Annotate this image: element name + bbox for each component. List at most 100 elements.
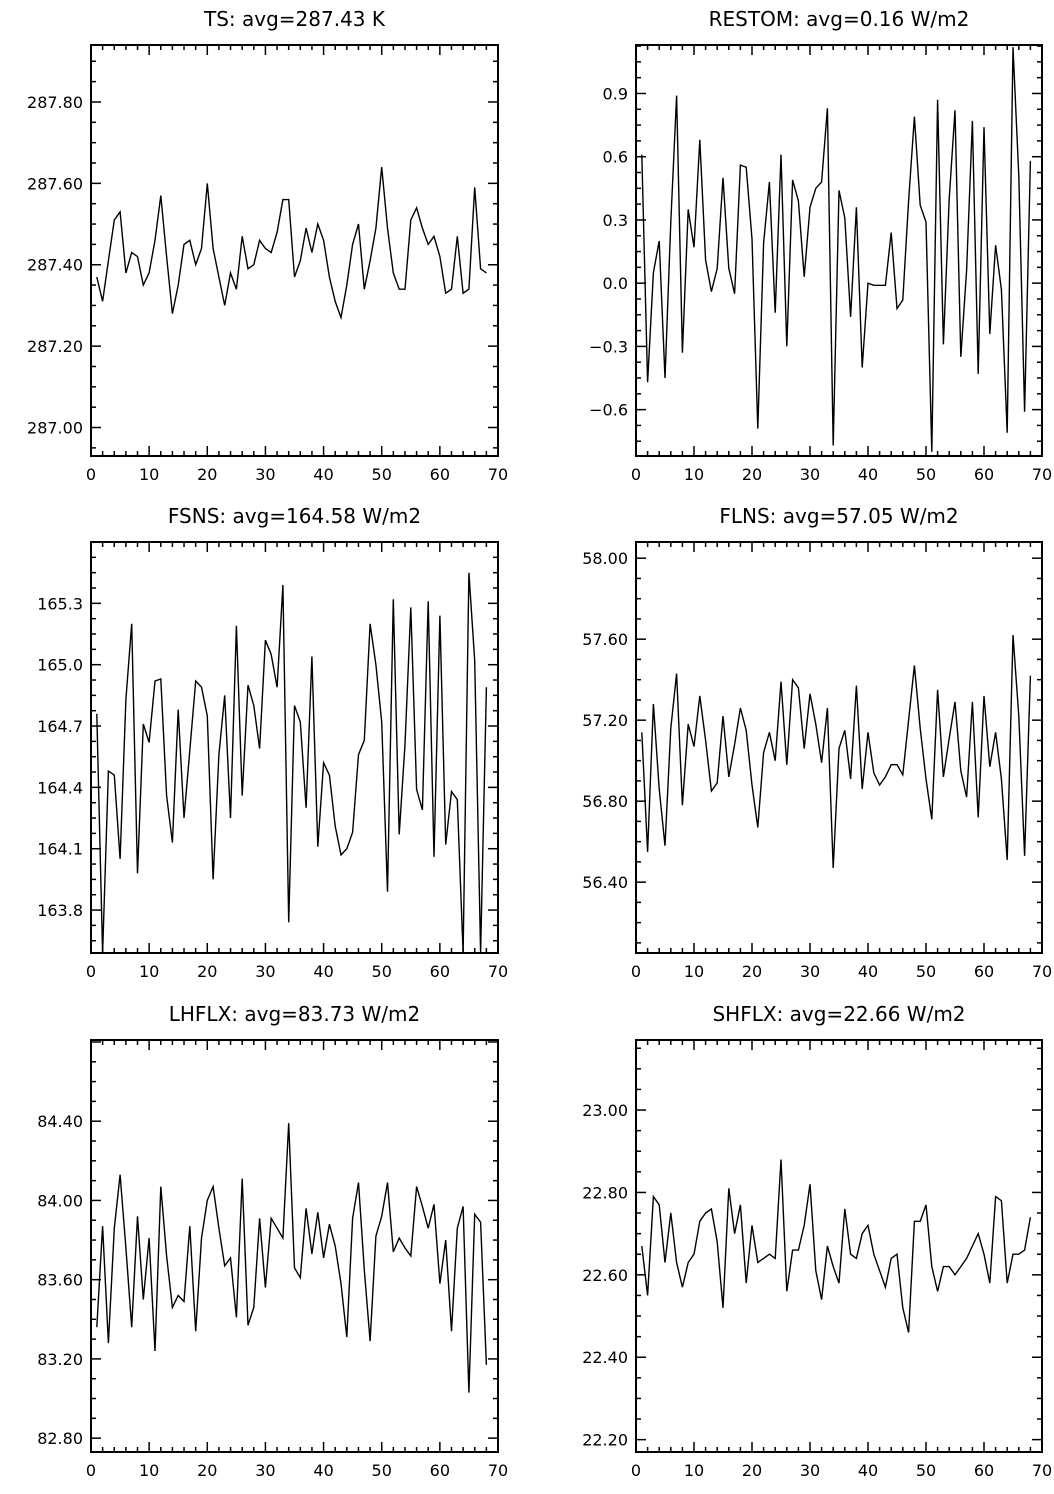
- data-point: [884, 776, 886, 778]
- data-point: [381, 721, 383, 723]
- data-point: [641, 153, 643, 155]
- data-point: [270, 251, 272, 253]
- data-point: [322, 762, 324, 764]
- data-point: [212, 247, 214, 249]
- data-point: [931, 818, 933, 820]
- x-tick-label: 10: [139, 465, 159, 484]
- y-tick-label: 56.40: [582, 873, 628, 892]
- data-point: [299, 259, 301, 261]
- data-point: [107, 770, 109, 772]
- data-point: [468, 571, 470, 573]
- x-tick-label: 0: [631, 1461, 641, 1480]
- data-point: [270, 1217, 272, 1219]
- x-tick-label: 30: [255, 962, 275, 981]
- chart-panel-3: FSNS: avg=164.58 W/m2 0 10 20 30 40 50 60 70 163.…: [37, 504, 508, 981]
- data-point: [745, 729, 747, 731]
- data-point: [699, 139, 701, 141]
- x-tick-label: 70: [488, 1461, 508, 1480]
- data-point: [410, 219, 412, 221]
- data-point: [873, 772, 875, 774]
- x-tick-label: 50: [916, 962, 936, 981]
- data-point: [450, 790, 452, 792]
- data-point: [107, 259, 109, 261]
- data-point: [960, 770, 962, 772]
- data-point: [983, 126, 985, 128]
- data-point: [1000, 1199, 1002, 1201]
- data-point: [687, 1261, 689, 1263]
- data-point: [919, 1220, 921, 1222]
- data-point: [1012, 46, 1014, 48]
- data-point: [119, 1173, 121, 1175]
- y-tick-label: 287.80: [27, 93, 83, 112]
- data-point: [722, 177, 724, 179]
- data-point: [844, 217, 846, 219]
- data-point: [739, 164, 741, 166]
- y-tick-label: 83.60: [37, 1271, 83, 1290]
- data-point: [351, 1217, 353, 1219]
- data-point: [439, 614, 441, 616]
- data-point: [247, 268, 249, 270]
- data-point: [890, 231, 892, 233]
- x-tick-label: 0: [631, 962, 641, 981]
- data-point: [762, 242, 764, 244]
- data-point: [194, 1330, 196, 1332]
- data-point: [398, 833, 400, 835]
- data-point: [849, 1253, 851, 1255]
- data-point: [357, 223, 359, 225]
- data-point: [439, 1282, 441, 1284]
- y-tick-label: 83.20: [37, 1350, 83, 1369]
- data-point: [844, 729, 846, 731]
- y-tick-label: 0.0: [603, 274, 628, 293]
- x-tick-label: 30: [800, 1461, 820, 1480]
- data-point: [165, 1255, 167, 1257]
- data-point: [131, 623, 133, 625]
- x-tick-label: 0: [86, 465, 96, 484]
- data-point: [867, 731, 869, 733]
- chart-panel-1: TS: avg=287.43 K 0 10 20 30 40 50 60 70 287.00 287…: [27, 7, 508, 484]
- y-tick-label: 287.60: [27, 174, 83, 193]
- data-point: [96, 1326, 98, 1328]
- data-point: [241, 794, 243, 796]
- data-point: [334, 825, 336, 827]
- data-point: [439, 255, 441, 257]
- data-point: [931, 1265, 933, 1267]
- data-point: [925, 221, 927, 223]
- data-point: [194, 264, 196, 266]
- data-point: [328, 774, 330, 776]
- data-point: [142, 284, 144, 286]
- data-point: [983, 695, 985, 697]
- data-point: [154, 1350, 156, 1352]
- x-tick-label: 50: [916, 465, 936, 484]
- y-tick-label: 163.8: [37, 901, 83, 920]
- data-point: [433, 856, 435, 858]
- y-tick-label: 57.60: [582, 630, 628, 649]
- y-tick-label: 22.60: [582, 1266, 628, 1285]
- x-tick-label: 0: [631, 465, 641, 484]
- data-point: [757, 826, 759, 828]
- y-tick-label: 165.0: [37, 656, 83, 675]
- data-point: [328, 1223, 330, 1225]
- data-point: [282, 1237, 284, 1239]
- data-point: [258, 1217, 260, 1219]
- data-point: [965, 269, 967, 271]
- data-point: [177, 708, 179, 710]
- y-tick-label: 84.40: [37, 1112, 83, 1131]
- data-point: [948, 737, 950, 739]
- data-point: [1006, 859, 1008, 861]
- data-point: [317, 845, 319, 847]
- data-point: [322, 1257, 324, 1259]
- data-point: [444, 1239, 446, 1241]
- data-point: [468, 1391, 470, 1393]
- data-point: [733, 743, 735, 745]
- data-point: [861, 366, 863, 368]
- y-tick-label: 22.40: [582, 1348, 628, 1367]
- data-point: [206, 182, 208, 184]
- x-tick-label: 20: [742, 962, 762, 981]
- data-point: [699, 695, 701, 697]
- data-point: [276, 686, 278, 688]
- series-line: [641, 47, 1032, 452]
- x-tick-label: 50: [916, 1461, 936, 1480]
- data-point: [832, 867, 834, 869]
- data-point: [113, 1227, 115, 1229]
- x-tick-label: 50: [372, 1461, 392, 1480]
